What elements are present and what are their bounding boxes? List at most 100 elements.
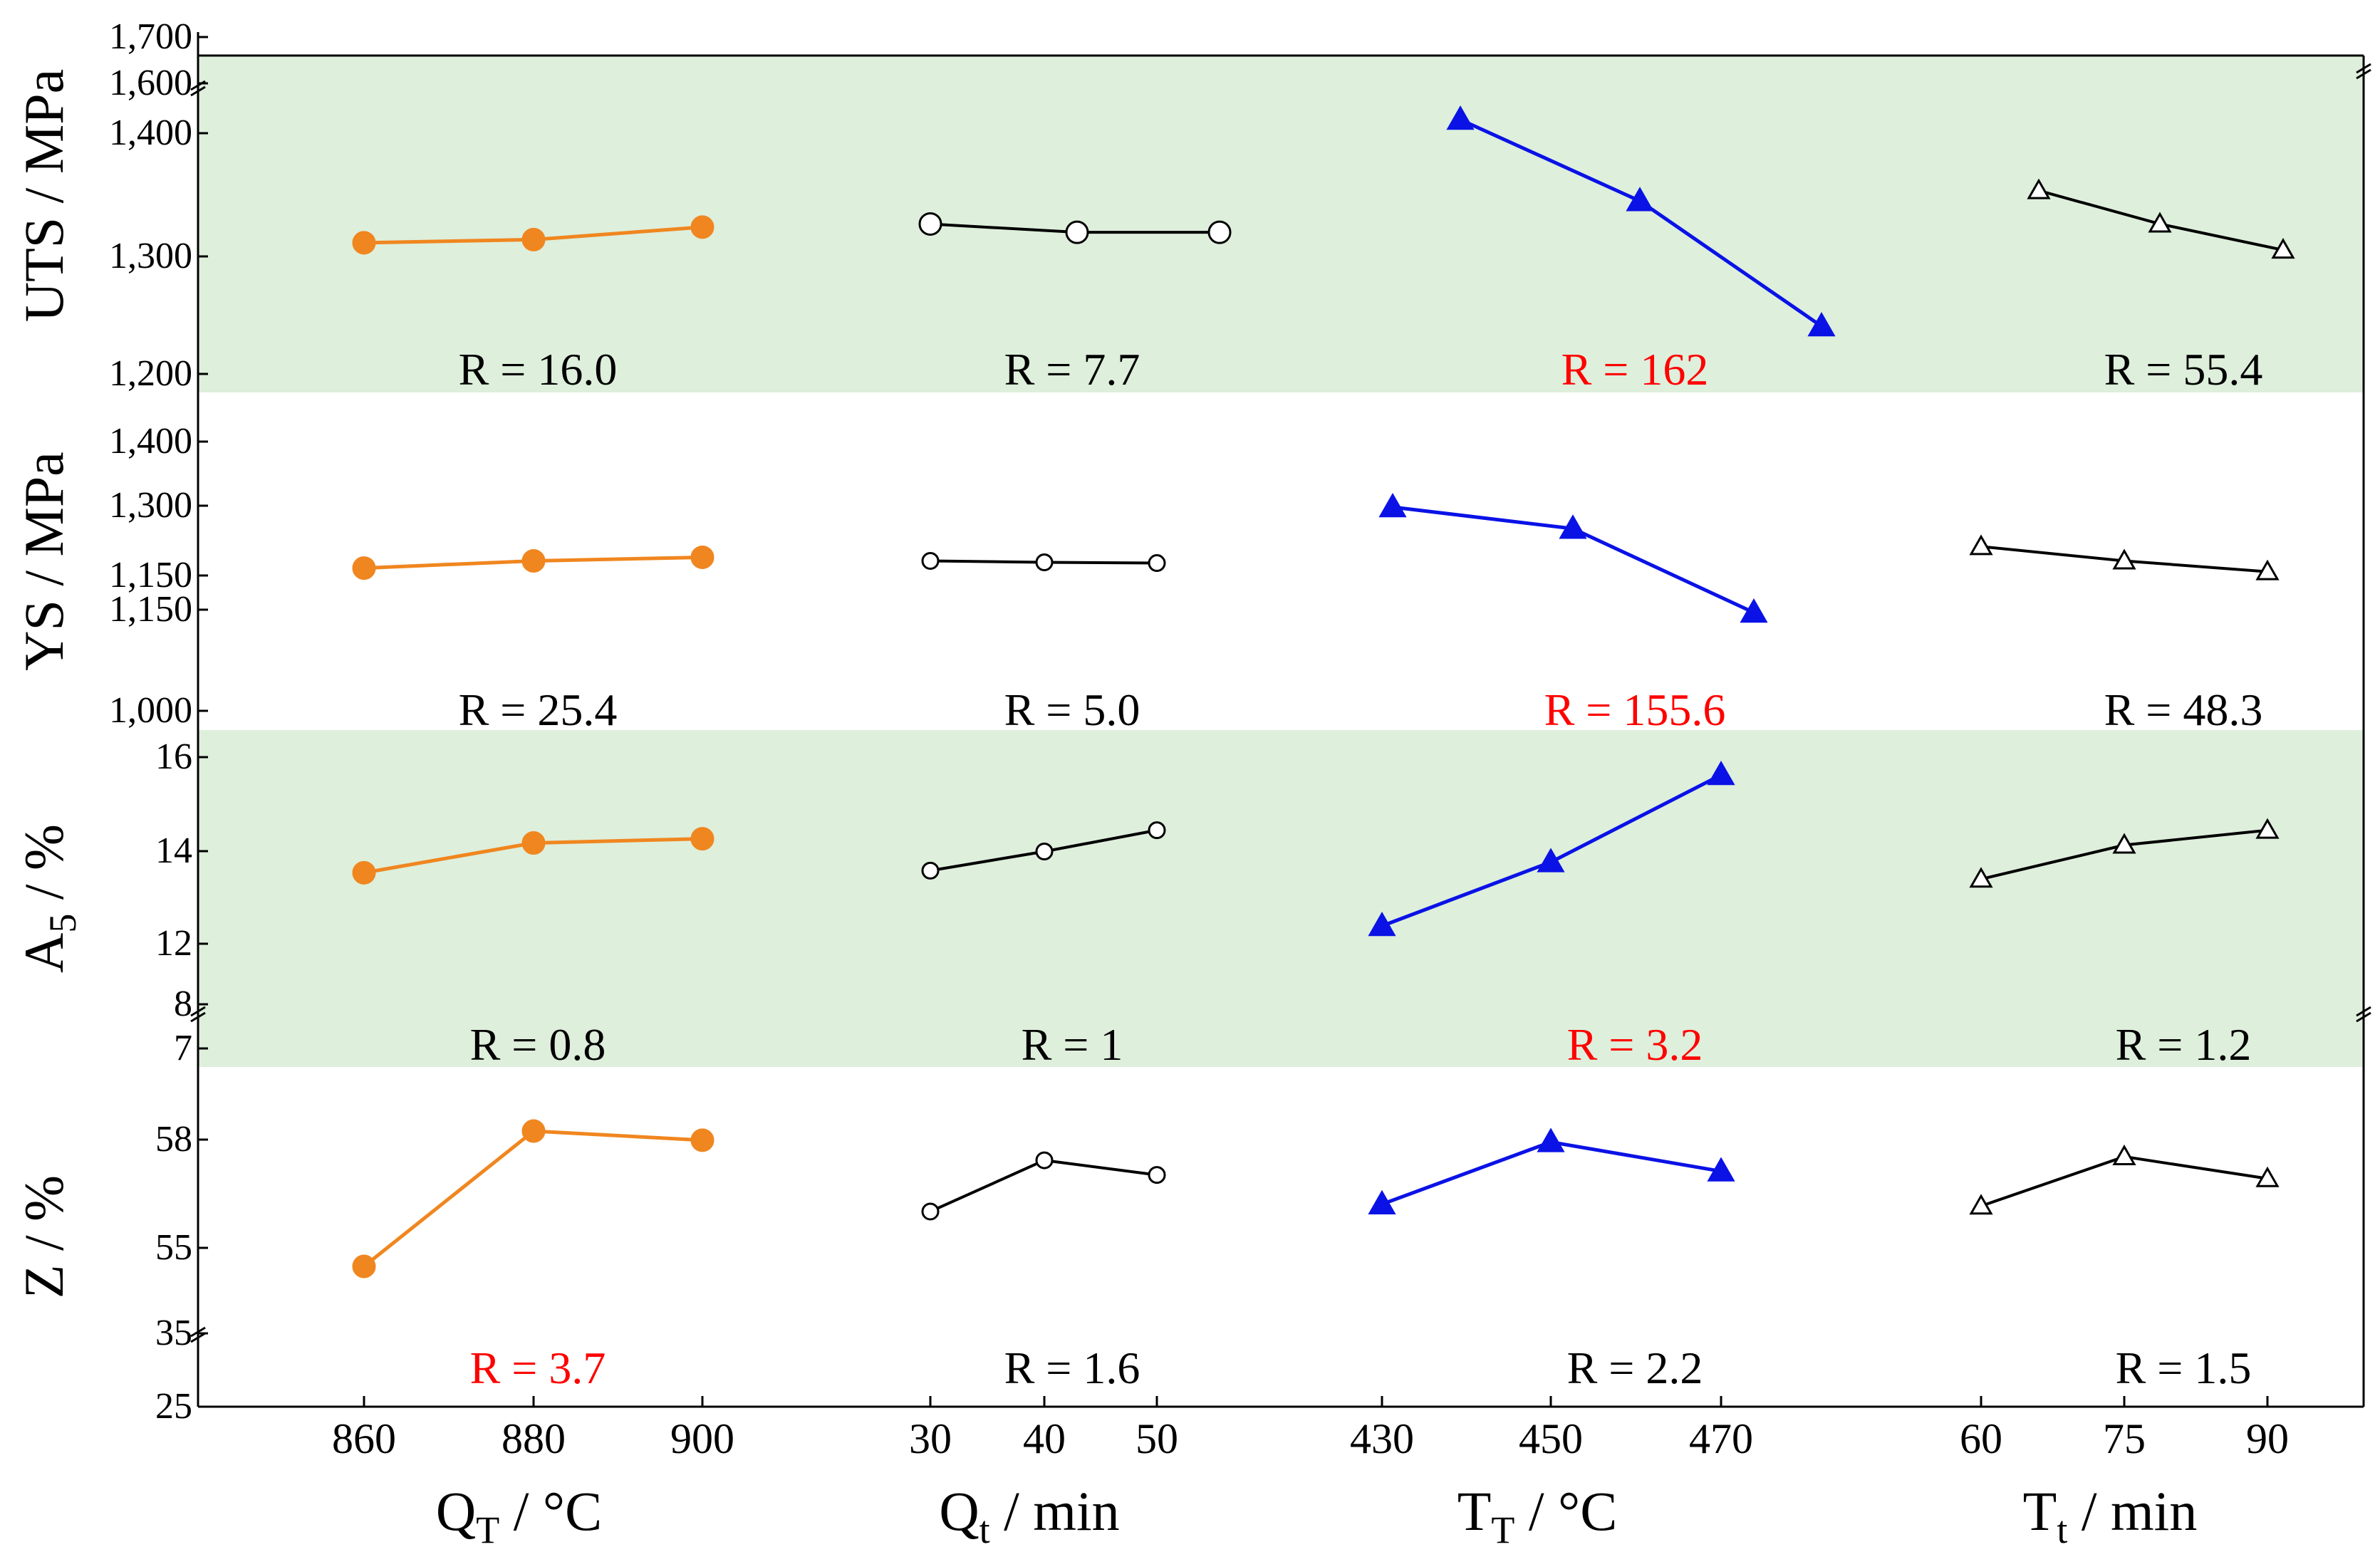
data-point-a5-QT-2 xyxy=(690,827,714,851)
data-point-a5-Tt-0 xyxy=(1969,867,1993,888)
data-point-uts-TT-1 xyxy=(1626,187,1654,212)
data-point-ys-TT-2 xyxy=(1740,598,1768,623)
data-point-z-Qt-0 xyxy=(921,1202,940,1221)
axis-break-mark xyxy=(190,1326,206,1338)
panel-band-a5 xyxy=(198,730,2364,1067)
y-axis-title-z: Z / % xyxy=(13,1175,75,1298)
axis-break-mark xyxy=(2356,68,2371,80)
data-point-z-Tt-0 xyxy=(1969,1194,1993,1215)
data-point-a5-Qt-0 xyxy=(921,861,940,880)
y-tick-label-z: 55 xyxy=(155,1227,192,1268)
data-point-z-Qt-1 xyxy=(1035,1151,1054,1170)
range-labels: R = 16.0 R = 7.7 R = 162 R = 55.4 R = 25.4 R … xyxy=(459,344,2263,1393)
x-axis-title-Qt: Qt / min xyxy=(939,1480,1119,1551)
x-tick-label-Qt: 50 xyxy=(1136,1415,1178,1462)
data-point-uts-Qt-2 xyxy=(1207,220,1232,244)
y-tick-label-a5: 16 xyxy=(155,736,192,777)
data-point-uts-Tt-0 xyxy=(2027,178,2051,199)
y-tick-label-uts: 1,200 xyxy=(109,353,192,394)
range-label-ys-Qt: R = 5.0 xyxy=(1004,684,1140,735)
x-tick-label-TT: 430 xyxy=(1350,1415,1414,1462)
data-point-a5-Tt-1 xyxy=(2112,833,2136,854)
y-tick-label-ys: 1,000 xyxy=(109,690,192,731)
data-point-uts-QT-1 xyxy=(521,227,546,251)
range-label-z-Tt: R = 1.5 xyxy=(2116,1343,2252,1393)
x-axis: 860 880 900 QT / °C 30 40 50 Qt / min 430 450 470 T… xyxy=(332,1396,2289,1551)
y-tick-label-uts: 1,300 xyxy=(109,236,192,276)
y-tick-label-ys: 1,150 xyxy=(109,589,192,630)
data-point-a5-TT-1 xyxy=(1537,848,1565,873)
range-label-z-QT: R = 3.7 xyxy=(470,1343,606,1393)
data-point-ys-Qt-2 xyxy=(1148,554,1166,573)
y-tick-label-uts: 1,400 xyxy=(109,113,192,153)
y-axes: 1,700 1,600 1,400 1,300 1,200 UTS / MPa 1,400 1… xyxy=(13,16,208,1427)
y-axis-title-uts: UTS / MPa xyxy=(13,69,75,322)
data-point-uts-Tt-2 xyxy=(2271,238,2295,259)
data-point-uts-Tt-1 xyxy=(2148,212,2172,233)
range-label-uts-TT: R = 162 xyxy=(1561,344,1709,395)
data-point-z-QT-2 xyxy=(690,1128,714,1152)
x-tick-label-TT: 450 xyxy=(1519,1415,1583,1462)
y-axis-title-a5: A5 / % xyxy=(13,824,84,973)
data-point-ys-Tt-2 xyxy=(2255,559,2280,580)
y-tick-label-uts: 1,700 xyxy=(109,16,192,57)
data-point-uts-TT-2 xyxy=(1807,311,1836,337)
range-label-a5-TT: R = 3.2 xyxy=(1567,1019,1703,1070)
data-point-a5-QT-0 xyxy=(352,860,376,885)
data-point-ys-QT-2 xyxy=(690,545,714,569)
data-point-z-QT-0 xyxy=(352,1254,376,1278)
panel-backgrounds xyxy=(198,56,2364,1067)
x-tick-label-QT: 880 xyxy=(502,1415,566,1462)
data-point-z-QT-1 xyxy=(521,1119,546,1143)
axis-break-mark xyxy=(2356,63,2371,74)
panel-band-uts xyxy=(198,56,2364,392)
data-point-ys-Tt-1 xyxy=(2112,548,2136,570)
x-axis-title-QT: QT / °C xyxy=(436,1480,602,1551)
y-tick-label-a5: 12 xyxy=(155,923,192,964)
data-point-uts-Qt-0 xyxy=(918,212,942,236)
axis-break-mark xyxy=(190,1332,206,1343)
data-point-z-TT-0 xyxy=(1368,1189,1396,1214)
range-label-a5-Tt: R = 1.2 xyxy=(2116,1019,2252,1070)
plot-frame xyxy=(190,32,2371,1408)
axis-break-mark xyxy=(190,85,206,97)
x-tick-label-Tt: 75 xyxy=(2103,1415,2146,1462)
data-point-a5-QT-1 xyxy=(521,831,546,855)
data-point-ys-TT-1 xyxy=(1559,514,1587,539)
range-label-z-Qt: R = 1.6 xyxy=(1004,1343,1140,1393)
x-tick-label-QT: 860 xyxy=(332,1415,396,1462)
x-tick-label-Tt: 60 xyxy=(1960,1415,2002,1462)
range-label-z-TT: R = 2.2 xyxy=(1567,1343,1703,1393)
range-label-a5-Qt: R = 1 xyxy=(1022,1019,1123,1070)
data-point-z-Tt-1 xyxy=(2112,1144,2136,1165)
data-point-ys-Qt-1 xyxy=(1035,553,1054,572)
data-point-z-TT-2 xyxy=(1707,1157,1735,1182)
y-tick-label-uts: 1,600 xyxy=(109,63,192,103)
range-label-a5-QT: R = 0.8 xyxy=(470,1019,606,1070)
y-tick-label-a5: 8 xyxy=(174,984,192,1024)
data-point-ys-TT-0 xyxy=(1378,492,1407,518)
range-label-ys-Tt: R = 48.3 xyxy=(2104,684,2263,735)
x-tick-label-Qt: 30 xyxy=(909,1415,952,1462)
data-point-a5-Qt-2 xyxy=(1148,821,1166,840)
x-tick-label-Qt: 40 xyxy=(1023,1415,1066,1462)
data-point-a5-TT-0 xyxy=(1368,911,1396,937)
data-point-uts-TT-0 xyxy=(1446,105,1475,130)
range-label-ys-TT: R = 155.6 xyxy=(1544,684,1726,735)
y-tick-label-a5: 7 xyxy=(174,1028,192,1068)
y-tick-label-ys: 1,150 xyxy=(109,555,192,595)
y-tick-label-ys: 1,400 xyxy=(109,421,192,462)
data-point-uts-QT-2 xyxy=(690,215,714,239)
y-tick-label-z: 35 xyxy=(155,1313,192,1353)
data-point-ys-QT-1 xyxy=(521,549,546,573)
range-label-uts-Qt: R = 7.7 xyxy=(1004,344,1140,395)
y-tick-label-a5: 14 xyxy=(155,830,192,871)
data-point-ys-QT-0 xyxy=(352,556,376,580)
range-label-uts-QT: R = 16.0 xyxy=(459,344,618,395)
x-tick-label-QT: 900 xyxy=(670,1415,734,1462)
y-tick-label-ys: 1,300 xyxy=(109,485,192,526)
y-axis-title-ys: YS / MPa xyxy=(13,452,75,671)
y-tick-label-z: 58 xyxy=(155,1119,192,1160)
axis-break-mark xyxy=(190,1011,206,1023)
